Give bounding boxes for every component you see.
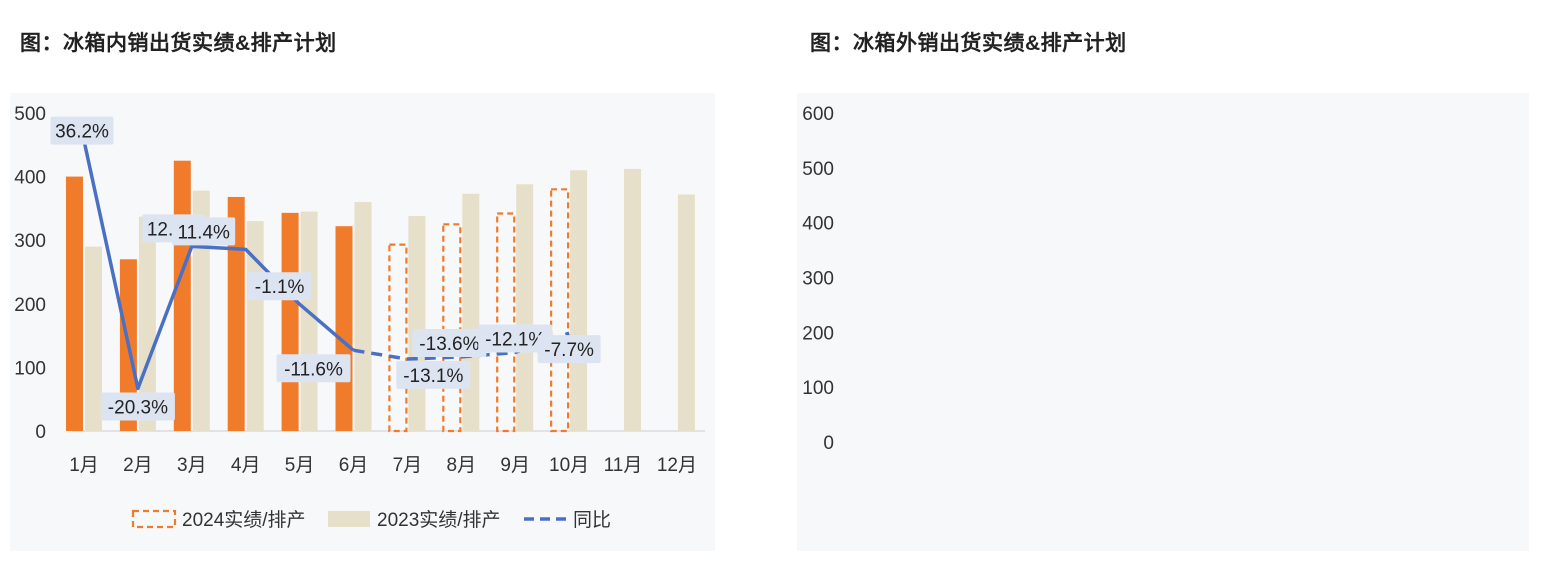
x-tick-label: 2月 [123, 455, 153, 476]
legend-2024-label: 2024实绩/排产 [182, 509, 306, 531]
bar-2023 [677, 194, 695, 431]
bar-2023 [624, 168, 641, 431]
bar-2024 [227, 196, 245, 431]
bar-2023 [516, 184, 534, 431]
y-tick-label: 200 [14, 295, 46, 316]
data-label-box [537, 335, 601, 364]
y-tick-label: 100 [14, 358, 46, 379]
legend-2023-label: 2023实绩/排产 [377, 509, 501, 531]
bar-2024 [173, 160, 191, 431]
data-label-box [276, 354, 351, 383]
legend-2023-swatch [328, 511, 370, 527]
x-tick-label: 9月 [500, 455, 530, 476]
x-tick-label: 12月 [657, 455, 697, 476]
y-tick-label: 200 [802, 323, 834, 344]
legend-2024-swatch [131, 509, 177, 529]
y-tick-label: 100 [802, 378, 834, 399]
x-tick-label: 3月 [177, 455, 207, 476]
right-chart-svg: 01002003004005006001月2月3月4月5月6月7月8月9月10月… [802, 104, 834, 454]
left-chart-title: 图：冰箱内销出货实绩&排产计划 [20, 32, 337, 55]
data-label: -20.3% [108, 397, 168, 418]
bar-2023 [570, 170, 588, 432]
data-label: -13.1% [403, 366, 463, 387]
bar-2024-plan [549, 188, 570, 433]
x-tick-label: 4月 [231, 455, 261, 476]
y-tick-label: 300 [802, 269, 834, 290]
bar-2024-plan [442, 223, 462, 433]
data-label-box [396, 360, 471, 389]
data-label-box [100, 392, 175, 421]
y-tick-label: 400 [802, 214, 834, 235]
bar-2023 [354, 202, 372, 431]
bar-2023 [85, 246, 102, 431]
x-tick-label: 10月 [549, 455, 589, 476]
left-chart-svg: 0 100 200 300 400 500 1月 2月 3月 4月 5月 6月 7月 8月 9月 10月 11月… [14, 104, 705, 531]
x-tick-label: 6月 [339, 455, 369, 476]
data-label-box [478, 324, 553, 353]
y-tick-label: 0 [35, 422, 46, 443]
data-label: -13.6% [419, 334, 479, 355]
legend-yoy-label: 同比 [573, 509, 611, 531]
yoy-line-actual [82, 140, 355, 391]
bar-2024 [281, 212, 299, 431]
data-label: -11.6% [284, 359, 343, 380]
y-tick-label: 300 [14, 231, 46, 252]
bar-2024-plan [388, 243, 408, 433]
bar-2023 [408, 216, 426, 431]
y-tick-label: 500 [14, 104, 46, 125]
y-tick-label: 500 [802, 159, 834, 180]
data-label: 11.4% [177, 222, 230, 243]
y-tick-label: 600 [802, 104, 834, 125]
y-tick-label: 400 [14, 168, 46, 189]
bar-2024 [335, 226, 353, 431]
data-label-box [248, 272, 312, 301]
bar-2023 [300, 211, 318, 431]
x-tick-label: 8月 [447, 455, 477, 476]
bar-2023 [192, 190, 210, 431]
data-label: -12.1% [485, 329, 545, 350]
x-tick-label: 7月 [393, 455, 423, 476]
bar-2024 [66, 176, 83, 431]
x-tick-label: 11月 [604, 455, 643, 476]
right-chart-title: 图：冰箱外销出货实绩&排产计划 [810, 32, 1127, 55]
data-label: 36.2% [55, 122, 109, 143]
data-label: -7.7% [544, 340, 594, 361]
y-tick-label: 0 [823, 433, 834, 454]
bar-2023 [462, 193, 480, 431]
x-tick-label: 1月 [69, 455, 99, 476]
data-label-box [412, 329, 487, 358]
data-label: -1.1% [255, 277, 305, 298]
bar-2024-plan [496, 212, 516, 433]
right-chart-panel [797, 93, 1529, 551]
x-tick-label: 5月 [285, 455, 315, 476]
data-label-box [50, 116, 114, 145]
data-label-box [172, 217, 236, 246]
